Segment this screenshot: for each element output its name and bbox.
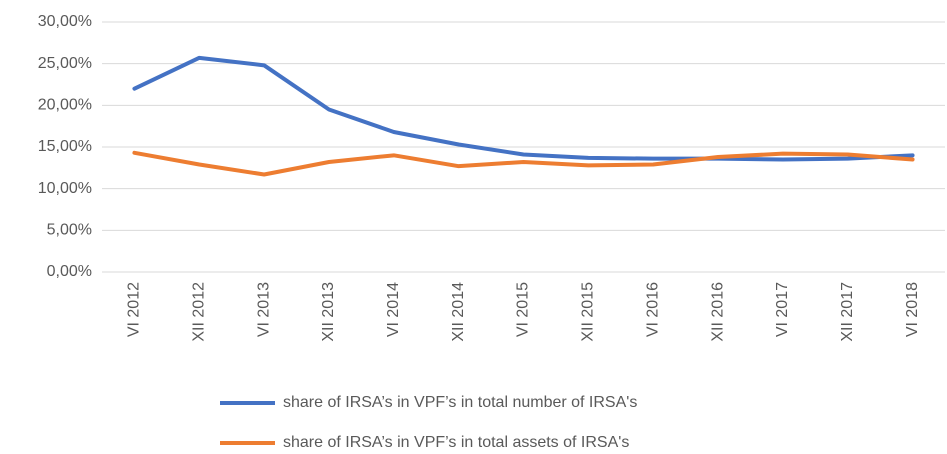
x-tick-label: VI 2016 [644, 282, 661, 337]
x-tick-label: VI 2013 [255, 282, 272, 337]
x-tick-label: VI 2015 [515, 282, 532, 337]
x-tick-label: VI 2018 [904, 282, 921, 337]
legend-label: share of IRSA’s in VPF’s in total assets… [283, 434, 629, 451]
x-tick-label: XII 2016 [709, 282, 726, 342]
x-tick-label: VI 2014 [385, 282, 402, 337]
x-tick-label: VI 2017 [774, 282, 791, 337]
x-tick-label: XII 2015 [580, 282, 597, 342]
y-tick-label: 5,00% [47, 222, 92, 239]
x-tick-label: XII 2012 [190, 282, 207, 342]
x-tick-label: VI 2012 [126, 282, 143, 337]
y-tick-label: 15,00% [38, 138, 92, 155]
legend-label: share of IRSA’s in VPF’s in total number… [283, 394, 637, 411]
y-tick-label: 10,00% [38, 180, 92, 197]
y-tick-label: 25,00% [38, 55, 92, 72]
x-tick-label: XII 2017 [839, 282, 856, 342]
series-line [132, 150, 915, 177]
series-line [132, 55, 915, 162]
y-tick-label: 0,00% [47, 263, 92, 280]
y-tick-label: 20,00% [38, 97, 92, 114]
y-tick-label: 30,00% [38, 13, 92, 30]
x-tick-label: XII 2014 [450, 282, 467, 342]
x-tick-label: XII 2013 [320, 282, 337, 342]
